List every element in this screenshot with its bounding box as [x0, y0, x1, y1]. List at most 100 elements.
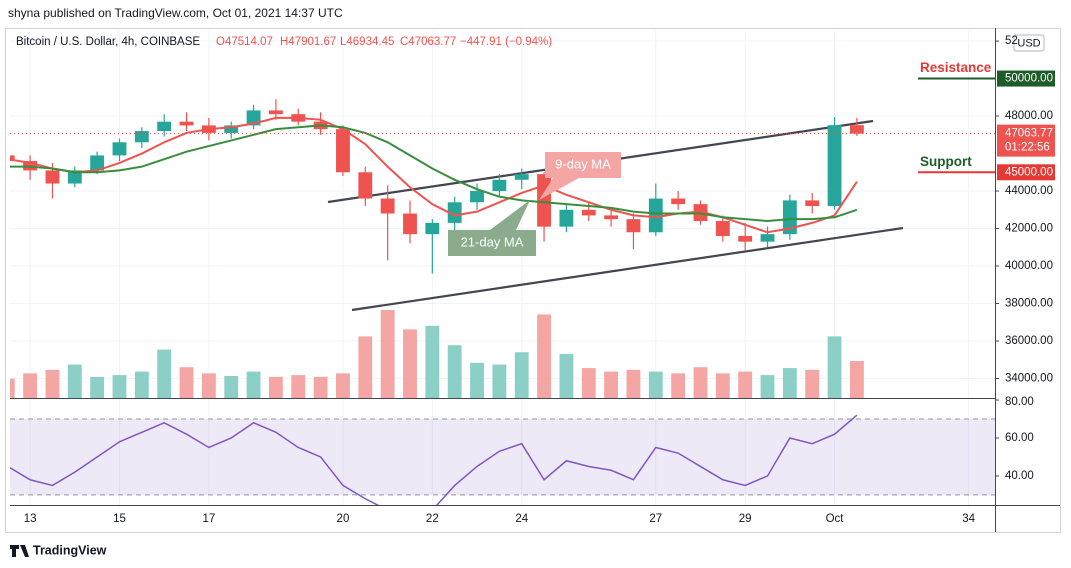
candle-body — [470, 191, 484, 203]
x-tick-label: 34 — [962, 513, 975, 525]
candle-body — [45, 170, 60, 184]
volume-bar — [313, 376, 328, 398]
candle-body — [537, 174, 551, 227]
volume-bar — [604, 371, 619, 398]
volume-bar — [805, 369, 820, 398]
volume-bar — [358, 336, 373, 398]
volume-bar — [715, 373, 730, 398]
candle-body — [827, 125, 842, 207]
volume-bar — [559, 354, 574, 398]
y-tick-label: 42000.00 — [1005, 223, 1053, 235]
y-tick-label: 80.00 — [1005, 396, 1034, 408]
volume-bar — [10, 378, 15, 398]
candle-body — [715, 221, 730, 237]
countdown: 01:22:56 — [1005, 142, 1050, 154]
volume-bar — [45, 369, 60, 398]
currency-box[interactable] — [1013, 34, 1045, 52]
ma9-label: 9-day MA — [555, 156, 611, 171]
y-tick-label: 40.00 — [1005, 470, 1034, 482]
candle-body — [492, 179, 507, 192]
y-tick-label: 38000.00 — [1005, 298, 1053, 310]
volume-layer — [10, 310, 864, 398]
volume-bar — [693, 367, 708, 398]
candle-body — [380, 198, 395, 214]
candle-body — [157, 121, 172, 132]
candle-body — [10, 155, 15, 162]
volume-bar — [827, 336, 842, 398]
volume-bar — [134, 371, 149, 398]
candle-body — [358, 172, 373, 199]
frame — [5, 28, 1061, 533]
volume-bar — [201, 373, 216, 398]
low-label: L46934.45 — [340, 36, 394, 48]
volume-bar — [179, 367, 194, 398]
volume-bar — [782, 368, 797, 398]
level-box — [997, 164, 1055, 181]
x-tick-label: 22 — [426, 513, 439, 525]
candle-body — [559, 209, 574, 227]
rsi-band — [10, 418, 995, 495]
ma9-callout — [539, 152, 621, 200]
ma-line — [10, 124, 858, 223]
volume-bar — [671, 373, 686, 398]
candle-body — [425, 222, 440, 235]
change-label: −447.91 (−0.94%) — [460, 36, 552, 48]
candle-body — [403, 213, 417, 235]
last-price-box — [997, 124, 1055, 157]
candle-body — [179, 121, 194, 126]
volume-bar — [537, 314, 551, 398]
y-tick-label: 48000.00 — [1005, 110, 1053, 122]
high-label: H47901.67 — [280, 36, 336, 48]
x-tick-label: 20 — [337, 513, 350, 525]
candle-body — [671, 198, 686, 205]
x-tick-label: 15 — [113, 513, 126, 525]
volume-bar — [291, 375, 306, 398]
candle-body — [604, 215, 619, 220]
volume-bar — [425, 325, 440, 398]
y-tick-label: 36000.00 — [1005, 335, 1053, 347]
x-tick-label: 17 — [202, 513, 215, 525]
legend-header: Bitcoin / U.S. Dollar, 4h, COINBASE O475… — [16, 36, 552, 48]
y-tick-label: 34000.00 — [1005, 373, 1053, 385]
volume-bar — [648, 371, 663, 398]
candle-body — [447, 202, 462, 223]
price-layer — [10, 99, 995, 274]
candle-body — [90, 155, 105, 171]
symbol-title: Bitcoin / U.S. Dollar, 4h, COINBASE — [16, 36, 200, 48]
channel-lower — [351, 226, 904, 312]
x-tick-label: 29 — [739, 513, 752, 525]
volume-bar — [336, 373, 350, 398]
level-label: 50000.00 — [1005, 73, 1053, 85]
x-tick-label: 24 — [515, 513, 528, 525]
rsi-line — [10, 414, 858, 505]
volume-bar — [626, 369, 641, 398]
brand-logo — [10, 545, 29, 557]
candle-body — [514, 174, 529, 180]
candle-body — [738, 236, 753, 242]
grid — [10, 30, 995, 505]
volume-bar — [224, 376, 239, 398]
level-name: Support — [920, 154, 972, 169]
volume-bar — [403, 329, 417, 398]
volume-bar — [23, 373, 38, 398]
volume-bar — [470, 362, 484, 398]
open-label: O47514.07 — [216, 36, 273, 48]
x-tick-label: 13 — [24, 513, 37, 525]
close-label: C47063.77 — [400, 36, 456, 48]
candle-body — [849, 125, 864, 134]
volume-bar — [514, 352, 529, 398]
candle-body — [760, 234, 775, 242]
volume-bar — [738, 371, 753, 398]
candle-body — [626, 219, 641, 233]
volume-bar — [849, 361, 864, 398]
candle-body — [112, 142, 127, 156]
volume-bar — [492, 364, 507, 398]
volume-bar — [268, 376, 283, 398]
candle-body — [224, 125, 239, 133]
candle-body — [67, 170, 82, 184]
last-price-label: 47063.77 — [1005, 128, 1053, 140]
level-label: 45000.00 — [1005, 166, 1053, 178]
currency[interactable]: USD — [1017, 37, 1040, 49]
ma21-callout — [448, 200, 536, 256]
